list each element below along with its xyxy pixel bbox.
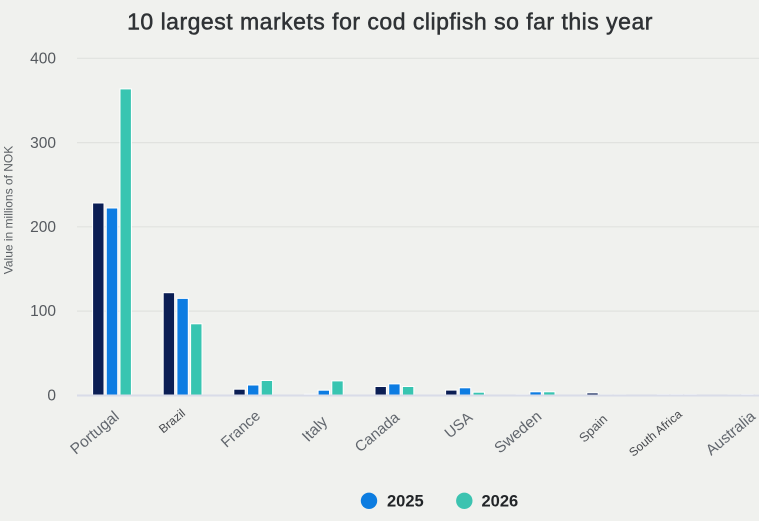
svg-text:Value in millions of NOK: Value in millions of NOK	[2, 146, 16, 275]
svg-text:400: 400	[30, 51, 56, 68]
svg-text:300: 300	[30, 135, 56, 152]
svg-text:0: 0	[47, 388, 56, 405]
svg-text:2025: 2025	[387, 493, 424, 511]
svg-text:200: 200	[30, 219, 56, 236]
svg-text:100: 100	[30, 303, 56, 320]
svg-text:2026: 2026	[482, 493, 519, 511]
svg-text:10 largest markets for cod cli: 10 largest markets for cod clipfish so f…	[127, 8, 653, 34]
